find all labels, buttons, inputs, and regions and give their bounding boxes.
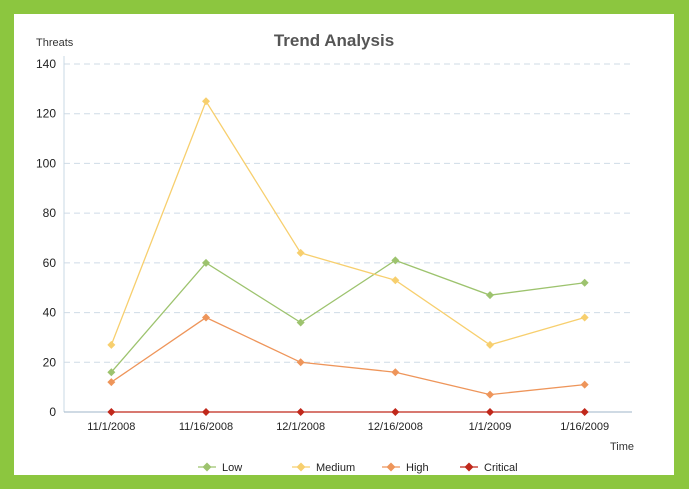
- y-tick-label: 0: [49, 405, 56, 419]
- series-line-high: [110, 316, 585, 396]
- data-point[interactable]: [391, 256, 400, 265]
- x-ticks: 11/1/2008 11/16/2008 12/1/2008 12/16/2008 1/…: [87, 421, 609, 433]
- data-point[interactable]: [486, 390, 494, 399]
- data-point[interactable]: [296, 248, 305, 257]
- legend-marker-icon: [464, 462, 474, 472]
- data-point[interactable]: [486, 340, 494, 349]
- data-point[interactable]: [202, 97, 210, 106]
- data-point[interactable]: [580, 278, 589, 287]
- data-point[interactable]: [296, 358, 305, 367]
- data-point[interactable]: [296, 408, 305, 416]
- data-point[interactable]: [580, 313, 589, 322]
- data-point[interactable]: [107, 368, 116, 377]
- series-medium: [107, 97, 589, 349]
- y-tick-label: 80: [43, 206, 57, 220]
- x-tick-label: 1/16/2009: [560, 421, 609, 433]
- data-point[interactable]: [580, 408, 589, 416]
- legend-item-critical[interactable]: Critical: [460, 462, 518, 474]
- series-critical: [107, 408, 589, 416]
- data-point[interactable]: [580, 380, 589, 389]
- axes: [63, 56, 632, 413]
- series-group: [107, 97, 589, 416]
- data-point[interactable]: [391, 276, 400, 285]
- gridlines: [64, 63, 632, 363]
- x-tick-label: 12/16/2008: [368, 421, 423, 433]
- data-point[interactable]: [107, 378, 116, 387]
- chart-title: Trend Analysis: [274, 31, 394, 50]
- legend-label: Critical: [484, 462, 518, 474]
- data-point[interactable]: [202, 313, 210, 322]
- legend-label: Low: [222, 462, 242, 474]
- chart-frame: Trend Analysis Threats Time 0 20 40 60 80 100…: [14, 14, 674, 475]
- legend-label: Medium: [316, 462, 355, 474]
- series-low: [107, 256, 589, 377]
- x-tick-label: 11/1/2008: [87, 421, 135, 433]
- y-tick-label: 20: [43, 355, 57, 369]
- y-tick-label: 60: [43, 256, 57, 270]
- x-axis-label: Time: [610, 441, 634, 453]
- y-tick-label: 120: [36, 107, 56, 121]
- y-tick-label: 140: [36, 57, 56, 71]
- x-tick-label: 11/16/2008: [179, 421, 233, 433]
- data-point[interactable]: [391, 408, 400, 416]
- data-point[interactable]: [202, 408, 210, 416]
- x-tick-label: 1/1/2009: [469, 421, 512, 433]
- data-point[interactable]: [107, 408, 116, 416]
- trend-chart: Trend Analysis Threats Time 0 20 40 60 80 100…: [36, 31, 634, 474]
- legend[interactable]: Low Medium High Critical: [198, 462, 518, 474]
- legend-marker-icon: [202, 462, 212, 472]
- series-high: [107, 313, 589, 399]
- legend-item-medium[interactable]: Medium: [292, 462, 355, 474]
- series-line-low: [110, 259, 585, 373]
- y-ticks: 0 20 40 60 80 100 120 140: [36, 57, 56, 419]
- legend-item-low[interactable]: Low: [198, 462, 242, 474]
- data-point[interactable]: [296, 318, 305, 327]
- data-point[interactable]: [391, 368, 400, 377]
- y-tick-label: 40: [43, 306, 57, 320]
- legend-marker-icon: [296, 462, 306, 472]
- series-line-medium: [110, 99, 585, 346]
- legend-marker-icon: [386, 462, 396, 472]
- x-tick-label: 12/1/2008: [276, 421, 325, 433]
- y-axis-label: Threats: [36, 37, 74, 49]
- data-point[interactable]: [202, 258, 210, 267]
- legend-label: High: [406, 462, 429, 474]
- y-tick-label: 100: [36, 156, 56, 170]
- data-point[interactable]: [486, 408, 494, 416]
- data-point[interactable]: [486, 291, 494, 300]
- legend-item-high[interactable]: High: [382, 462, 429, 474]
- data-point[interactable]: [107, 340, 116, 349]
